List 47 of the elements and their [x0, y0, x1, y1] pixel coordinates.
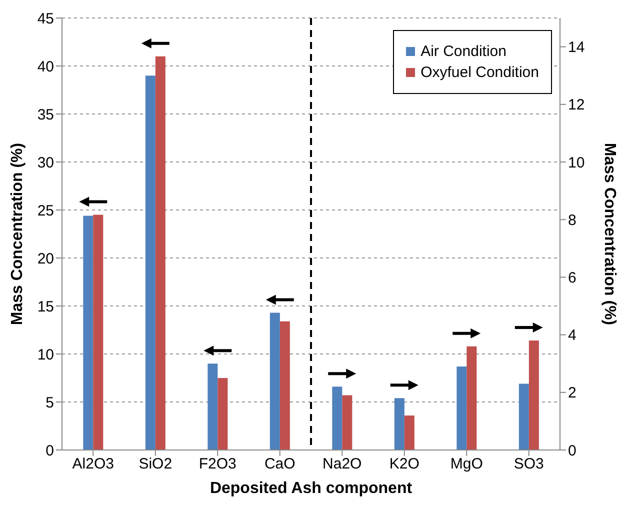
- y-tick-label: 30: [37, 154, 54, 172]
- y-axis-title: Mass Concentration (%): [9, 142, 26, 326]
- x-tick-label: K2O: [389, 456, 420, 473]
- bar: [518, 384, 529, 450]
- bar: [332, 386, 342, 450]
- bar: [394, 398, 404, 450]
- y2-tick-label: 12: [568, 96, 585, 114]
- bar: [404, 415, 414, 450]
- bar: [218, 378, 228, 450]
- x-tick-label: Na2O: [322, 456, 362, 473]
- legend-label: Air Condition: [420, 43, 506, 60]
- x-tick-label: F2O3: [198, 456, 236, 473]
- bar: [342, 395, 352, 450]
- x-tick-label: Al2O3: [72, 456, 114, 473]
- x-tick-label: SO3: [514, 456, 544, 473]
- bar: [83, 216, 94, 450]
- x-tick-label: MgO: [450, 456, 483, 473]
- y2-tick-label: 0: [568, 442, 576, 460]
- bar: [456, 366, 467, 450]
- bar: [270, 312, 280, 450]
- y2-tick-label: 6: [568, 270, 576, 287]
- legend-label: Oxyfuel Condition: [420, 64, 539, 81]
- y-tick-label: 10: [37, 346, 54, 364]
- bar: [208, 364, 218, 450]
- y2-tick-label: 8: [568, 212, 576, 229]
- bar: [145, 76, 156, 450]
- y2-tick-label: 2: [568, 384, 576, 402]
- bar: [155, 56, 166, 450]
- y-tick-label: 20: [37, 250, 54, 268]
- y-tick-label: 35: [37, 106, 54, 124]
- bar: [466, 346, 477, 450]
- x-tick-label: CaO: [264, 456, 296, 473]
- y2-axis-title: Mass Concentration (%): [601, 142, 618, 326]
- bar: [528, 340, 539, 450]
- y-tick-label: 5: [46, 394, 54, 412]
- y-tick-label: 25: [37, 202, 54, 220]
- x-axis-title: Deposited Ash component: [210, 480, 413, 497]
- y2-tick-label: 4: [568, 327, 576, 344]
- y-tick-label: 0: [46, 442, 54, 460]
- y-tick-label: 40: [37, 58, 54, 76]
- y2-tick-label: 10: [568, 154, 585, 172]
- bar: [280, 321, 290, 450]
- y2-tick-label: 14: [568, 39, 585, 56]
- y-tick-label: 45: [37, 10, 54, 28]
- y-tick-label: 15: [37, 298, 54, 316]
- x-tick-label: SiO2: [138, 456, 172, 473]
- bar: [93, 214, 104, 450]
